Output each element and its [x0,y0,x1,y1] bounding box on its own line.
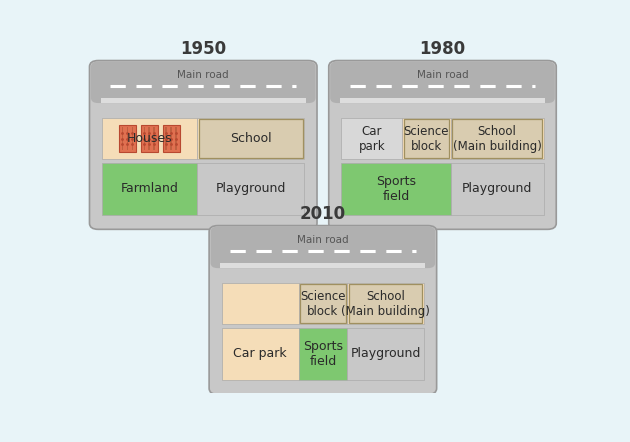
Text: Main road: Main road [416,70,468,80]
Bar [402,118,450,159]
Text: Sports
field: Sports field [376,175,416,203]
Text: Sports
field: Sports field [303,340,343,368]
Bar [141,125,158,152]
FancyBboxPatch shape [329,61,556,229]
Text: Car park: Car park [233,347,287,360]
FancyBboxPatch shape [300,284,346,323]
FancyBboxPatch shape [330,61,555,103]
FancyBboxPatch shape [404,119,449,158]
Bar [347,283,424,324]
Bar [222,328,299,380]
Text: 1950: 1950 [180,40,226,58]
Bar [119,125,136,152]
Bar [127,127,128,150]
Text: 2010: 2010 [300,205,346,223]
Bar [220,263,425,268]
Bar [166,127,167,150]
Text: 1980: 1980 [420,40,466,58]
Text: School
(Main building): School (Main building) [341,290,430,318]
FancyBboxPatch shape [91,61,316,103]
Bar [153,127,155,150]
Bar [197,163,304,215]
Bar [340,98,545,103]
Bar [102,163,197,215]
Text: School: School [230,132,272,145]
Bar [347,328,424,380]
Text: Farmland: Farmland [121,182,179,195]
FancyBboxPatch shape [209,225,437,394]
Text: Science
block: Science block [300,290,346,318]
Text: Main road: Main road [297,236,348,245]
Bar [144,127,145,150]
Bar [333,81,553,98]
Text: Main road: Main road [178,70,229,80]
Text: Playground: Playground [462,182,532,195]
Text: Playground: Playground [350,347,421,360]
Bar [149,127,150,150]
FancyBboxPatch shape [198,119,303,158]
FancyBboxPatch shape [452,119,542,158]
FancyBboxPatch shape [348,284,423,323]
Text: Playground: Playground [215,182,286,195]
Bar [175,127,176,150]
Bar [450,163,544,215]
Bar [93,81,313,98]
Bar [170,127,172,150]
Bar [341,163,450,215]
Bar [132,127,133,150]
Bar [197,118,304,159]
Text: School
(Main building): School (Main building) [452,125,542,152]
FancyBboxPatch shape [89,61,317,229]
Bar [450,118,544,159]
Text: Car
park: Car park [358,125,385,152]
Bar [163,125,180,152]
Bar [222,283,299,324]
Bar [299,283,347,324]
Bar [102,118,197,159]
Bar [341,118,402,159]
Bar [299,328,347,380]
Text: Science
block: Science block [404,125,449,152]
FancyBboxPatch shape [210,227,435,268]
Bar [101,98,306,103]
Bar [213,246,433,263]
Text: Houses: Houses [127,132,173,145]
Bar [122,127,123,150]
